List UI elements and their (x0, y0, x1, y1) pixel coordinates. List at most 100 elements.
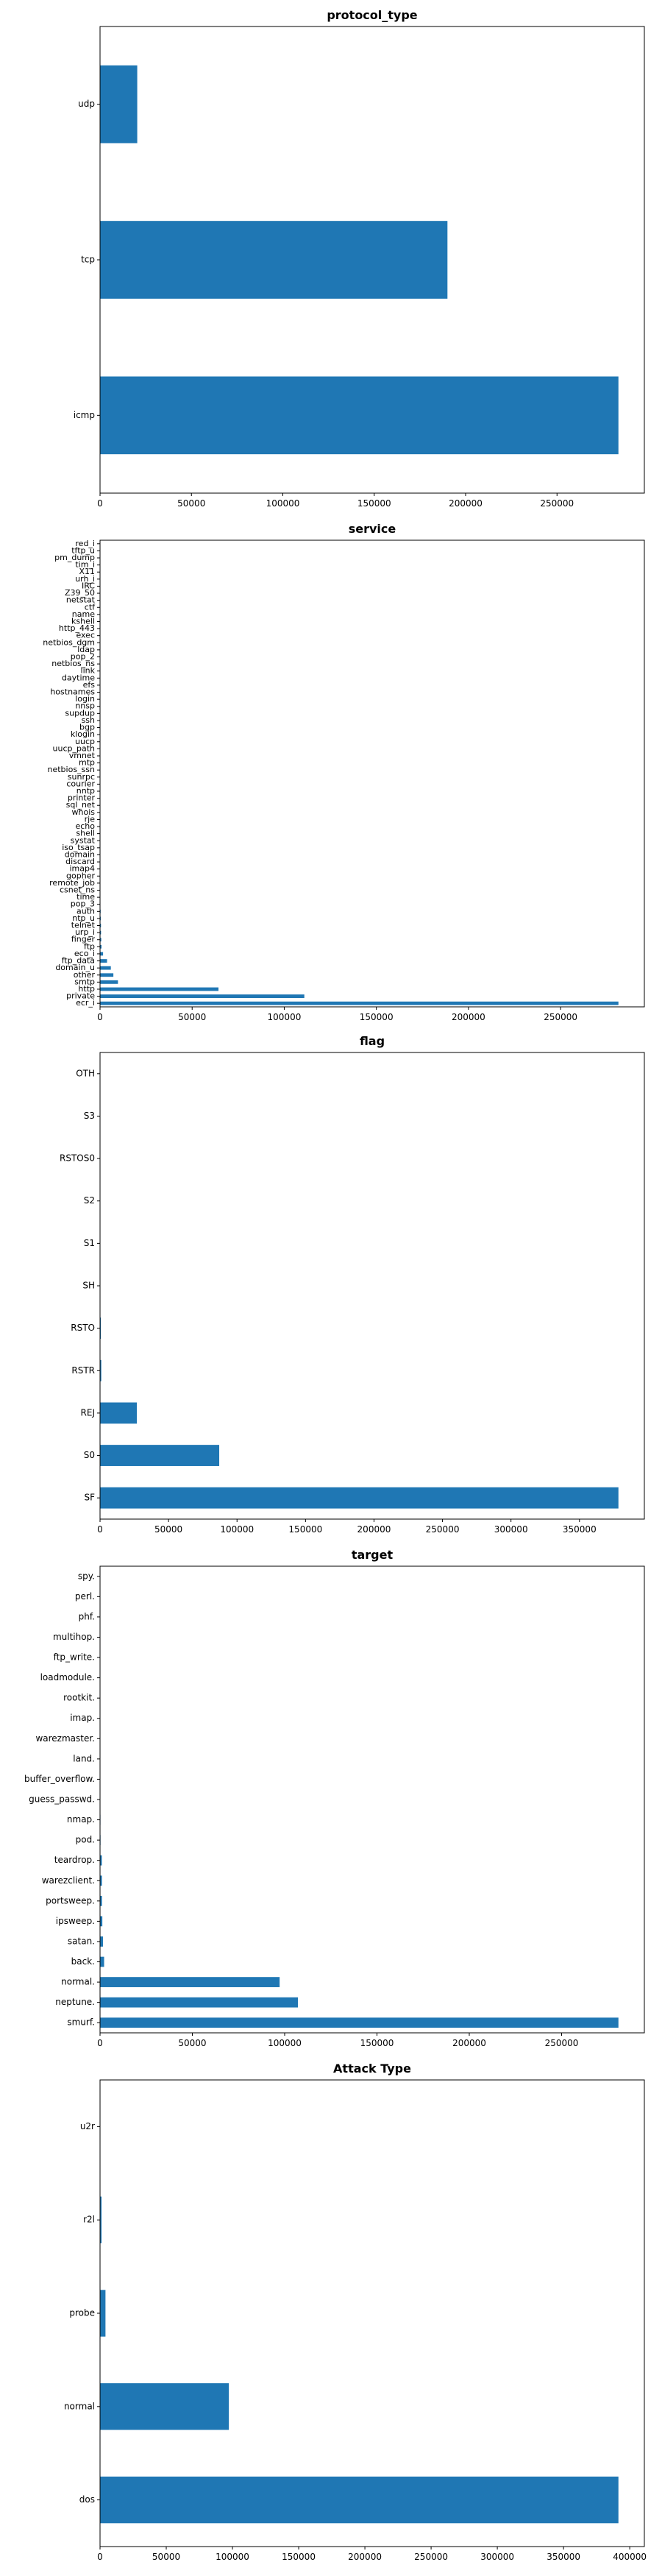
y-tick-label: systat (71, 835, 96, 845)
y-tick-label: SH (82, 1281, 95, 1291)
bar-telnet (100, 924, 102, 927)
y-tick-label: icmp (74, 410, 95, 420)
y-tick-label: rje (85, 814, 96, 824)
chart-4: Attack Type dos normal probe r2l u2r 0 50000 100… (64, 2062, 647, 2562)
y-tick-label: remote_job (49, 878, 95, 888)
y-tick-label: gopher (66, 871, 95, 880)
y-tick-label: ftp_write. (54, 1652, 95, 1663)
bar-urp-i (100, 930, 102, 935)
x-tick-label: 200000 (452, 1012, 485, 1022)
x-tick-label: 200000 (449, 498, 483, 509)
x-tick-label: 200000 (452, 2038, 486, 2048)
y-tick-label: uucp_path (53, 743, 96, 753)
y-tick-label: smurf. (67, 2017, 95, 2028)
y-tick-label: normal. (61, 1977, 95, 1987)
bar-teardrop- (100, 1855, 102, 1866)
y-tick-label: eco_i (74, 949, 95, 958)
y-tick-label: other (74, 970, 96, 980)
bar-finger (100, 938, 102, 942)
y-tick-label: phf. (79, 1611, 95, 1621)
x-tick-label: 50000 (154, 1524, 182, 1535)
bar-probe (100, 2290, 106, 2337)
y-tick-label: pop_3 (71, 899, 95, 909)
y-tick-label: warezclient. (42, 1875, 95, 1886)
x-tick-label: 100000 (216, 2552, 249, 2562)
y-tick-label: ldap (77, 645, 95, 654)
y-tick-label: exec (76, 631, 95, 640)
bar-ecr-i (100, 1001, 619, 1005)
y-tick-label: REJ (81, 1407, 95, 1418)
y-tick-label: satan. (68, 1936, 95, 1946)
bar-normal (100, 2383, 229, 2430)
bar-s0 (100, 1445, 220, 1466)
y-tick-label: SF (84, 1493, 95, 1503)
bar-normal- (100, 1977, 280, 1987)
plot-frame (99, 1565, 645, 2034)
y-tick-label: link (81, 666, 96, 676)
x-tick-label: 50000 (178, 2038, 206, 2048)
y-tick-label: klogin (71, 729, 95, 739)
y-tick-label: smtp (74, 977, 95, 986)
bar-sf (100, 1487, 619, 1509)
chart-title: target (352, 1548, 394, 1562)
x-tick-label: 50000 (177, 498, 205, 509)
x-tick-label: 400000 (613, 2552, 647, 2562)
plot-frame (99, 2079, 645, 2547)
y-tick-label: vmnet (69, 751, 96, 760)
chart-title: Attack Type (333, 2062, 411, 2076)
y-tick-label: nnsp (75, 701, 95, 711)
bar-dos (100, 2476, 619, 2524)
y-tick-label: nmap. (67, 1814, 95, 1825)
x-tick-label: 0 (97, 2038, 103, 2048)
y-tick-label: IRC (82, 581, 95, 590)
y-tick-label: mtp (79, 758, 95, 768)
x-tick-label: 200000 (348, 2552, 382, 2562)
y-tick-label: tftp_u (71, 545, 95, 555)
y-tick-label: S1 (84, 1238, 95, 1248)
x-tick-label: 0 (97, 498, 103, 509)
y-tick-label: http_443 (59, 623, 95, 633)
x-tick-label: 250000 (544, 1012, 577, 1022)
y-tick-label: daytime (62, 673, 95, 682)
y-tick-label: r2l (83, 2215, 95, 2225)
x-tick-label: 150000 (282, 2552, 316, 2562)
bar-r2l (100, 2196, 102, 2243)
y-tick-label: pod. (76, 1835, 95, 1845)
y-tick-label: ipsweep. (56, 1916, 95, 1926)
y-tick-label: ssh (82, 715, 95, 725)
x-tick-label: 100000 (268, 2038, 302, 2048)
y-tick-label: RSTOS0 (60, 1153, 95, 1164)
y-tick-label: csnet_ns (60, 885, 95, 895)
x-tick-label: 50000 (178, 1012, 206, 1022)
y-tick-label: teardrop. (54, 1855, 95, 1865)
bar-domain-u (100, 966, 111, 970)
x-tick-label: 150000 (288, 1524, 322, 1535)
y-tick-label: pm_dump (54, 553, 95, 562)
y-tick-label: dos (79, 2494, 95, 2505)
y-tick-label: echo (75, 821, 95, 831)
bar-eco-i (100, 952, 104, 956)
x-tick-label: 300000 (480, 2552, 514, 2562)
x-tick-label: 250000 (426, 1524, 460, 1535)
x-tick-label: 150000 (360, 1012, 394, 1022)
y-tick-label: sunrpc (68, 772, 95, 782)
y-tick-label: pop_2 (71, 652, 95, 662)
x-tick-label: 100000 (220, 1524, 254, 1535)
y-tick-label: loadmodule. (40, 1672, 95, 1682)
y-tick-label: u2r (80, 2121, 95, 2131)
y-tick-label: OTH (76, 1068, 95, 1078)
y-tick-label: tcp (81, 255, 95, 265)
bar-ftp (100, 944, 102, 949)
y-tick-label: netbios_dgm (43, 637, 95, 647)
x-tick-label: 250000 (540, 498, 574, 509)
x-tick-label: 0 (97, 2552, 103, 2562)
y-tick-label: urh_i (75, 574, 95, 584)
y-tick-label: supdup (65, 708, 95, 718)
bar-icmp (100, 376, 619, 455)
y-tick-label: back. (71, 1956, 95, 1967)
y-tick-label: S0 (84, 1450, 95, 1460)
x-tick-label: 250000 (414, 2552, 448, 2562)
bar-rsto (100, 1317, 102, 1340)
x-tick-label: 150000 (357, 498, 391, 509)
